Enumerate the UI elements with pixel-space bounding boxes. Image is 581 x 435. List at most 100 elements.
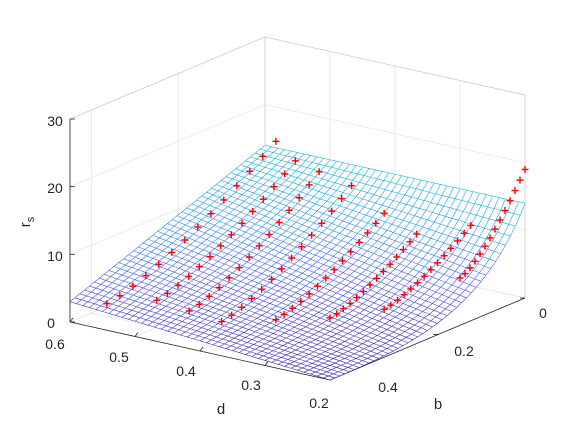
surface-line — [284, 223, 292, 227]
surface-line — [245, 251, 251, 256]
surface-line — [396, 175, 402, 185]
surface-line — [183, 326, 191, 330]
surface-line — [323, 208, 329, 214]
surface-line — [308, 248, 314, 253]
surface-line — [424, 289, 430, 295]
surface-line — [271, 164, 277, 170]
surface-line — [318, 264, 324, 269]
surface-line — [292, 354, 298, 358]
surface-line — [212, 238, 219, 243]
surface-line — [113, 284, 119, 289]
surface-line — [346, 343, 352, 347]
surface-line — [94, 299, 100, 305]
surface-line — [292, 280, 300, 284]
surface-line — [279, 223, 285, 229]
surface-line — [183, 214, 189, 219]
surface-line — [289, 189, 295, 195]
surface-line — [277, 287, 284, 292]
surface-line — [299, 210, 306, 214]
surface-line — [497, 231, 504, 235]
surface-line — [229, 299, 235, 304]
surface-line — [255, 195, 261, 201]
surface-line — [255, 292, 262, 296]
surface-line — [222, 338, 230, 342]
surface-line — [143, 287, 150, 291]
surface-line — [216, 273, 222, 278]
surface-line — [433, 310, 441, 314]
surface-line — [248, 329, 256, 333]
surface-line — [182, 301, 189, 305]
surface-line — [355, 300, 363, 304]
surface-line — [151, 312, 157, 317]
surface-line — [209, 248, 215, 253]
surface-line — [221, 251, 228, 255]
surface-line — [368, 302, 375, 307]
surface-line — [318, 346, 324, 350]
data-point-marker — [308, 231, 316, 239]
data-point-marker — [333, 310, 341, 318]
surface-line — [220, 223, 227, 229]
surface-line — [368, 306, 376, 310]
surface-line — [507, 211, 514, 214]
surface-line — [326, 296, 332, 301]
data-point-marker — [297, 297, 305, 305]
surface-line — [191, 203, 199, 207]
surface-line — [147, 284, 155, 287]
surface-line — [334, 304, 340, 309]
surface-line — [180, 334, 188, 338]
surface-line — [349, 217, 355, 224]
surface-line — [360, 297, 368, 301]
surface-line — [350, 165, 357, 173]
surface-line — [352, 180, 360, 183]
surface-line — [183, 323, 189, 327]
surface-line — [203, 226, 210, 230]
surface-line — [300, 238, 306, 244]
surface-line — [329, 346, 336, 350]
surface-line — [196, 199, 204, 203]
surface-line — [337, 162, 344, 170]
surface-line — [385, 273, 391, 278]
surface-line — [299, 304, 306, 308]
surface-line — [144, 249, 152, 253]
surface-line — [331, 336, 339, 340]
surface-line — [167, 219, 173, 224]
surface-line — [195, 285, 202, 289]
surface-line — [219, 306, 225, 311]
surface-line — [120, 286, 126, 292]
surface-line — [355, 248, 362, 254]
surface-line — [209, 201, 215, 206]
surface-line — [246, 234, 253, 239]
surface-line — [394, 337, 402, 341]
surface-line — [307, 265, 313, 270]
surface-line — [351, 360, 358, 364]
surface-line — [308, 318, 316, 322]
surface-line — [242, 324, 248, 328]
data-point-marker — [338, 195, 346, 203]
surface-line — [351, 230, 358, 234]
surface-line — [352, 330, 360, 334]
surface-line — [159, 282, 166, 286]
surface-line — [394, 293, 402, 298]
surface-line — [247, 342, 254, 345]
surface-line — [433, 214, 440, 223]
surface-line — [393, 226, 399, 233]
surface-line — [328, 325, 335, 329]
surface-line — [214, 224, 222, 229]
surface-line — [402, 322, 409, 327]
surface-line — [375, 305, 381, 310]
surface-line — [420, 279, 428, 283]
surface-line — [222, 230, 228, 235]
surface-line — [186, 250, 193, 255]
surface-line — [238, 316, 246, 320]
surface-line — [295, 170, 303, 174]
surface-line — [89, 303, 95, 308]
surface-line — [302, 245, 308, 250]
surface-line — [398, 278, 404, 284]
surface-line — [149, 245, 157, 249]
surface-line — [172, 261, 178, 267]
surface-line — [74, 297, 82, 301]
surface-line — [222, 300, 230, 304]
surface-line — [134, 317, 141, 322]
surface-line — [152, 280, 160, 284]
surface-line — [255, 267, 261, 272]
